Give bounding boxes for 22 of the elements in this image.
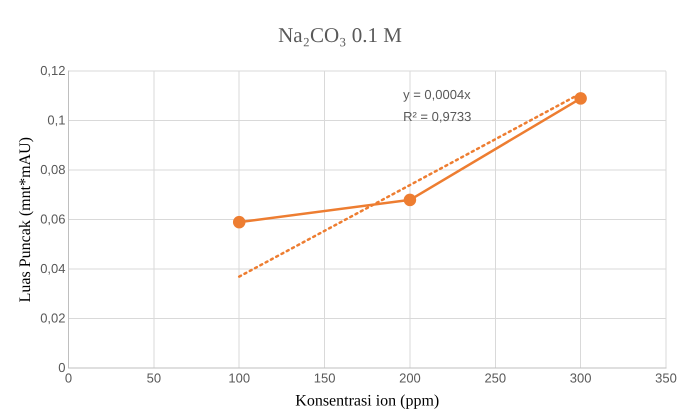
y-tick-label: 0 <box>58 360 66 375</box>
y-tick-label: 0,08 <box>40 162 66 177</box>
chart-title: Na₂CO₃ 0.1 M <box>278 23 402 48</box>
point <box>574 92 587 105</box>
y-tick-label: 0,12 <box>40 62 66 78</box>
annotation: R² = 0,9733 <box>403 108 472 124</box>
annotation: y = 0,0004x <box>403 86 472 102</box>
x-tick-label: 250 <box>484 370 506 386</box>
x-tick-label: 150 <box>314 370 336 386</box>
y-tick-label: 0,04 <box>40 260 66 276</box>
y-tick-label: 0,06 <box>40 211 66 226</box>
y-tick-label: 0,1 <box>47 112 66 128</box>
x-tick-label: 100 <box>228 370 250 386</box>
x-tick-label: 300 <box>570 370 592 386</box>
x-tick-label: 350 <box>655 370 677 386</box>
x-axis-title: Konsentrasi ion (ppm) <box>295 392 440 410</box>
point <box>404 194 416 206</box>
x-tick-label: 50 <box>146 370 162 386</box>
x-tick-label: 200 <box>399 370 421 386</box>
y-axis-title: Luas Puncak (mnt*mAU) <box>16 137 34 302</box>
point <box>232 216 246 228</box>
y-tick-label: 0,02 <box>40 310 66 326</box>
